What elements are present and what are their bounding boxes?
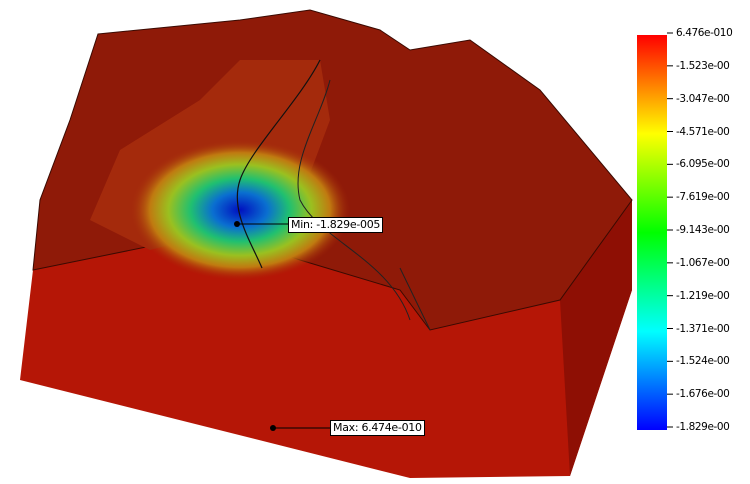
legend-label: -1.829e-00 [676,421,729,433]
min-label: Min: -1.829e-005 [288,217,383,233]
legend-label: -1.067e-00 [676,257,729,269]
legend-label: -1.371e-00 [676,323,729,335]
screenshot: Min: -1.829e-005 Max: 6.474e-010 6.476e-… [0,0,750,484]
legend-label: 6.476e-010 [676,27,732,39]
legend-label: -9.143e-00 [676,224,729,236]
legend-label: -3.047e-00 [676,93,729,105]
legend-label: -1.524e-00 [676,355,729,367]
displacement-field [130,140,350,280]
legend-label: -6.095e-00 [676,158,729,170]
legend-label: -7.619e-00 [676,191,729,203]
model-view [0,0,750,484]
legend-label: -1.523e-00 [676,60,729,72]
colorbar-ticks [667,33,673,427]
legend-label: -1.219e-00 [676,290,729,302]
colorbar [637,35,667,430]
legend-label: -4.571e-00 [676,126,729,138]
legend-label: -1.676e-00 [676,388,729,400]
max-label: Max: 6.474e-010 [330,420,425,436]
